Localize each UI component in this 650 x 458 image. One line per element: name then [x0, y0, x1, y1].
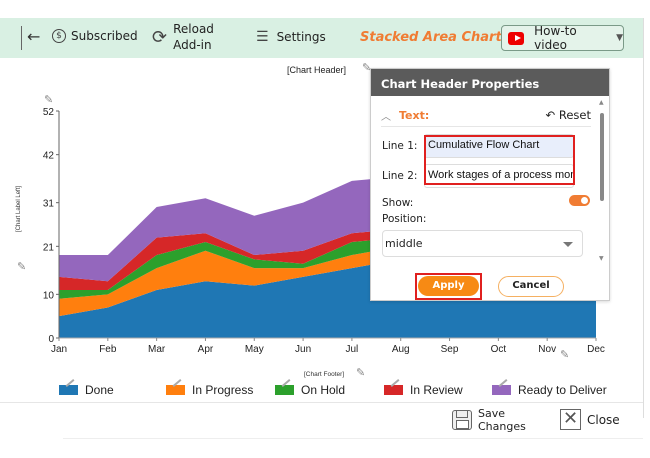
- legend-swatch-pencil-icon[interactable]: [492, 385, 511, 395]
- legend-item-in-review[interactable]: In Review: [384, 383, 463, 397]
- position-label: Position:: [382, 213, 427, 225]
- legend-swatch-pencil-icon[interactable]: [384, 385, 403, 395]
- back-button[interactable]: ←: [27, 27, 40, 46]
- y-tick-label: 0: [48, 334, 54, 345]
- apply-button[interactable]: Apply: [418, 276, 479, 296]
- chart-type-title: Stacked Area Chart: [360, 30, 502, 45]
- reset-button[interactable]: ↶ Reset: [546, 108, 591, 122]
- chevron-down-icon: ▼: [616, 33, 623, 43]
- line1-input[interactable]: Cumulative Flow Chart: [424, 134, 574, 158]
- close-label: Close: [587, 412, 620, 427]
- chart-header-properties-panel: Chart Header Properties ︿ Text: ↶ Reset …: [370, 68, 610, 301]
- reset-label: Reset: [558, 108, 591, 122]
- legend-swatch-pencil-icon[interactable]: [59, 385, 78, 395]
- y-tick-label: 21: [43, 242, 55, 253]
- subscribed-label: Subscribed: [71, 29, 138, 43]
- show-toggle[interactable]: [569, 195, 590, 206]
- legend-label: Done: [85, 383, 114, 397]
- youtube-icon: [508, 31, 525, 45]
- x-tick-label: Feb: [99, 344, 117, 355]
- x-tick-label: Jun: [295, 344, 311, 355]
- divider: [63, 438, 643, 439]
- line1-label: Line 1:: [382, 140, 418, 152]
- x-tick-label: Nov: [538, 344, 556, 355]
- x-tick-label: May: [245, 344, 264, 355]
- y-tick-label: 52: [43, 107, 55, 118]
- scroll-up-icon[interactable]: ▲: [599, 99, 604, 106]
- x-tick-label: Jan: [51, 344, 67, 355]
- legend-label: In Progress: [192, 383, 254, 397]
- chart-legend: Done In Progress On Hold In Review Ready to …: [0, 383, 650, 399]
- highlight-box-inputs: [424, 135, 575, 185]
- settings-button[interactable]: ☰ Settings: [256, 29, 326, 45]
- chart-footer-placeholder[interactable]: [Chart Footer]: [304, 371, 345, 378]
- scroll-down-icon[interactable]: ▼: [599, 255, 604, 262]
- reload-label-2: Add-in: [173, 38, 212, 52]
- reload-addin-button[interactable]: ⟳ Reload Add-in: [152, 21, 214, 53]
- legend-label: On Hold: [301, 383, 346, 397]
- reload-label-1: Reload: [173, 22, 214, 36]
- legend-swatch-pencil-icon[interactable]: [166, 385, 185, 395]
- legend-label: In Review: [410, 383, 463, 397]
- legend-item-ready-to-deliver[interactable]: Ready to Deliver: [492, 383, 607, 397]
- save-label-1: Save: [478, 407, 506, 420]
- edit-header-pencil-icon[interactable]: ✎: [362, 62, 372, 74]
- divider: [21, 26, 22, 50]
- show-label: Show:: [382, 197, 414, 209]
- sliders-icon: ☰: [256, 29, 269, 45]
- dropdown-arrow-icon: [563, 242, 573, 247]
- collapse-caret-icon[interactable]: ︿: [381, 112, 391, 123]
- chart-header-placeholder[interactable]: [Chart Header]: [287, 65, 347, 75]
- bottom-bar: [0, 402, 643, 438]
- close-icon: ✕: [560, 409, 581, 430]
- side-panel-edge: [643, 18, 650, 418]
- line2-label: Line 2:: [382, 170, 418, 182]
- howto-video-dropdown[interactable]: How-to video ▼: [501, 24, 624, 52]
- legend-item-done[interactable]: Done: [59, 383, 114, 397]
- howto-label: How-to video: [534, 24, 577, 52]
- position-select[interactable]: middle: [382, 230, 583, 257]
- edit-yaxis-pencil-icon[interactable]: ✎: [44, 94, 54, 106]
- scrollbar-thumb[interactable]: [600, 113, 604, 201]
- dollar-icon: $: [52, 29, 66, 43]
- legend-item-in-progress[interactable]: In Progress: [166, 383, 253, 397]
- panel-title: Chart Header Properties: [371, 69, 609, 96]
- save-changes-button[interactable]: Save Changes: [452, 407, 526, 433]
- x-tick-label: Aug: [392, 344, 410, 355]
- undo-icon: ↶: [545, 108, 556, 122]
- edit-left-label-pencil-icon[interactable]: ✎: [17, 261, 27, 273]
- legend-item-on-hold[interactable]: On Hold: [275, 383, 345, 397]
- cancel-button[interactable]: Cancel: [498, 276, 564, 297]
- x-tick-label: Jul: [346, 344, 359, 355]
- toolbar: ← $ Subscribed ⟳ Reload Add-in ☰ Settings…: [0, 18, 643, 58]
- floppy-disk-icon: [452, 410, 472, 430]
- x-tick-label: Dec: [587, 344, 605, 355]
- reload-icon: ⟳: [152, 26, 168, 48]
- legend-label: Ready to Deliver: [518, 383, 607, 397]
- back-arrow-icon: ←: [27, 27, 41, 46]
- x-tick-label: Oct: [491, 344, 507, 355]
- highlight-box-apply: [415, 273, 482, 300]
- text-section-label: Text:: [399, 109, 430, 122]
- text-section-header[interactable]: ︿ Text: ↶ Reset: [381, 105, 591, 127]
- y-tick-label: 42: [43, 151, 55, 162]
- settings-label: Settings: [276, 30, 326, 44]
- legend-swatch-pencil-icon[interactable]: [275, 385, 294, 395]
- edit-footer-pencil-icon[interactable]: ✎: [356, 367, 366, 379]
- x-tick-label: Sep: [441, 344, 459, 355]
- y-tick-label: 31: [43, 199, 55, 210]
- position-value: middle: [385, 237, 423, 250]
- y-tick-label: 10: [43, 290, 55, 301]
- x-tick-label: Apr: [198, 344, 214, 355]
- subscribed-button[interactable]: $ Subscribed: [52, 29, 138, 43]
- edit-xaxis-pencil-icon[interactable]: ✎: [560, 349, 570, 361]
- x-tick-label: Mar: [148, 344, 166, 355]
- close-button[interactable]: ✕ Close: [560, 409, 620, 430]
- panel-scrollbar[interactable]: ▲ ▼: [598, 99, 606, 264]
- save-label-2: Changes: [478, 420, 526, 433]
